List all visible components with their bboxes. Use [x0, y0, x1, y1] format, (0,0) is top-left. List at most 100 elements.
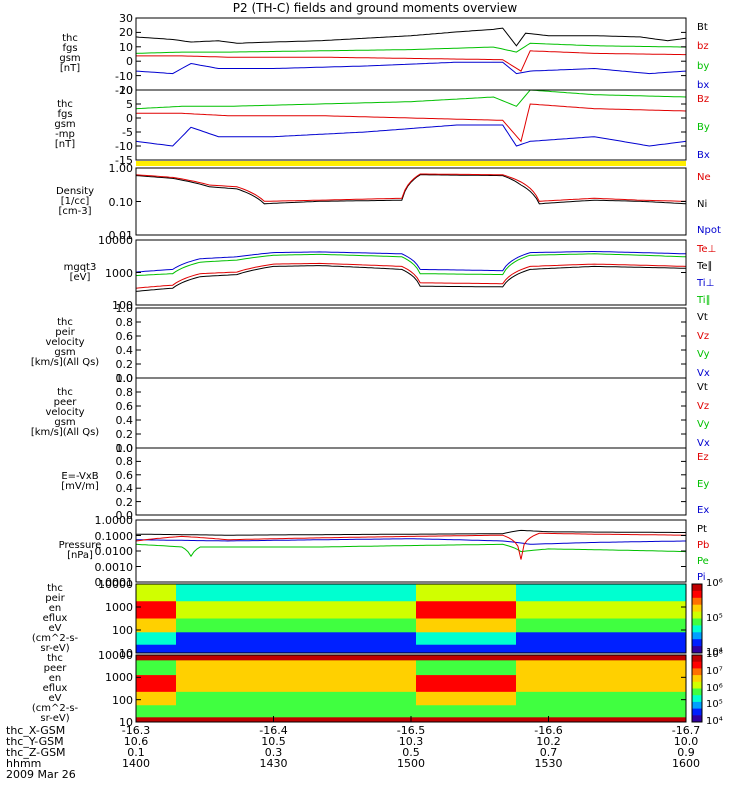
ytick-label: 0.01	[108, 229, 134, 242]
series-by	[135, 42, 687, 54]
panel-frame-efield	[135, 447, 687, 516]
series-Ti_perp	[135, 251, 687, 273]
ylabel-line: [nT]	[59, 63, 81, 74]
ytick-label: -10	[115, 69, 133, 83]
ytick-label: 0.0	[115, 509, 134, 522]
colorbar-segment	[692, 597, 702, 606]
series-Bt	[135, 27, 687, 47]
ytick-label: 1.0	[115, 372, 134, 385]
legend-Pb: Pb	[697, 540, 710, 551]
xtick-value: -16.4	[259, 724, 288, 737]
series-Ni	[135, 174, 687, 205]
xrow-label: thc_Y-GSM	[6, 735, 64, 748]
colorbar-segment	[692, 590, 702, 599]
legend-Ey: Ey	[697, 478, 710, 490]
legend-Pt: Pt	[697, 524, 707, 535]
ylabel-line: [mV/m]	[61, 480, 99, 492]
ylabel-line: velocity	[45, 407, 85, 418]
colorbar-segment	[692, 688, 702, 696]
legend-Ex: Ex	[697, 505, 710, 516]
ytick-label: 10000	[98, 234, 133, 247]
ylabel-line: -mp	[55, 129, 75, 140]
series-Ti_par	[135, 253, 687, 277]
colorbar-segment	[692, 715, 702, 723]
xrow-label: thc_X-GSM	[6, 724, 66, 737]
ytick-label: -20	[115, 84, 133, 97]
electron-spectrogram	[136, 655, 687, 723]
xtick-value: 1400	[122, 757, 150, 770]
ytick-label: 0.6	[115, 468, 134, 482]
legend-Vz: Vz	[697, 330, 710, 342]
legend-Ne: Ne	[697, 172, 711, 183]
colorbar-segment	[692, 701, 702, 710]
ylabel-line: eV	[48, 692, 62, 704]
ytick-label: 0.0001	[94, 576, 134, 589]
ylabel-line: fgs	[62, 43, 78, 54]
xtick-value: 10.5	[261, 735, 286, 748]
ylabel-temp: mgqt3 [eV]	[48, 262, 113, 283]
legend-Vt: Vt	[697, 382, 708, 393]
xtick-value: 1530	[534, 757, 563, 770]
legend-By: By	[697, 122, 710, 133]
xtick-value: 10.0	[673, 735, 699, 748]
ylabel-density: Density [1/cc] [cm-3]	[42, 186, 109, 217]
date-label: 2009 Mar 26	[6, 768, 76, 781]
ytick-label: 0.10	[108, 195, 134, 209]
legend-Vt: Vt	[697, 312, 708, 323]
colorbar-segment	[692, 675, 702, 683]
series-Pb	[135, 532, 686, 560]
ytick-label: 0.6	[115, 330, 134, 343]
series-Pi	[136, 538, 686, 545]
ylabel-line: peir	[55, 327, 75, 338]
ytick-label: 10	[119, 716, 133, 729]
legend-Vz: Vz	[697, 400, 710, 412]
ytick-label: -5	[122, 126, 133, 139]
colorbar-segment	[692, 632, 702, 640]
ylabel-line: peir	[45, 592, 65, 604]
legend-Vy: Vy	[697, 419, 710, 431]
xtick-value: 10.6	[123, 735, 149, 748]
panel-frame-peer_vel	[135, 377, 687, 449]
ytick-label: 0.1000	[94, 529, 134, 543]
panel-frame-pressure	[135, 519, 687, 583]
colorbar-label: 10⁶	[706, 578, 723, 589]
xtick-value: 0.5	[402, 746, 420, 759]
ytick-label: 10	[119, 84, 133, 97]
ylabel-line: eflux	[42, 612, 68, 624]
ytick-label: 10	[119, 40, 133, 54]
xtick-value: 0.1	[127, 746, 145, 759]
ylabel-line: [cm-3]	[58, 205, 92, 217]
colorbar-frame	[691, 583, 703, 654]
colorbar-frame	[691, 654, 703, 723]
ytick-label: 5	[126, 98, 133, 111]
ylabel-line: thc	[47, 652, 63, 664]
legend-Npot: Npot	[697, 225, 721, 236]
ytick-label: 10	[119, 647, 133, 660]
ylabel-fgs: thc fgs gsm [nT]	[34, 34, 106, 74]
ylabel-line: [km/s](All Qs)	[30, 427, 100, 438]
series-Pt	[136, 529, 686, 536]
colorbar-label: 10⁴	[706, 647, 723, 658]
ylabel-line: eV	[48, 622, 62, 634]
legend-Ti∥: Ti∥	[697, 295, 711, 306]
panel-frame-peir_eflux	[135, 583, 687, 654]
series-Pe	[135, 543, 687, 558]
ylabel-peir_eflux: thc peir en eflux eV (cm^2-s-sr-eV)	[21, 583, 90, 654]
legend-Ez: Ez	[697, 452, 709, 463]
colorbar-label: 10⁶	[706, 682, 723, 694]
ylabel-line: en	[48, 672, 62, 684]
legend-Vy: Vy	[697, 349, 710, 361]
ytick-label: 0.8	[115, 455, 134, 469]
legend-bz: bz	[697, 41, 709, 53]
colorbar-label: 10⁴	[706, 716, 723, 727]
ylabel-line: gsm	[59, 53, 81, 64]
ytick-label: 1.0	[115, 442, 134, 455]
xtick-value: 0.3	[264, 746, 283, 759]
xtick-value: 10.3	[398, 735, 424, 748]
legend-Ni: Ni	[697, 198, 708, 210]
legend-Te∥: Te∥	[697, 261, 713, 272]
ytick-label: 0.2	[115, 428, 134, 441]
legend-Pe: Pe	[697, 556, 709, 567]
legend-bx: bx	[697, 80, 710, 91]
